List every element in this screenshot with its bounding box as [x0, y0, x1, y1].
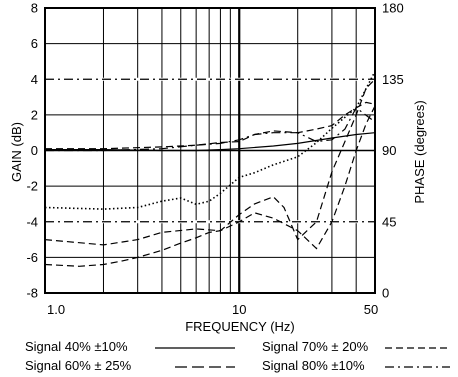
y-axis-label: GAIN (dB) [9, 122, 24, 182]
legend-label: Signal 60% ± 25% [25, 358, 132, 373]
tick-labels: -8 -6 -4 -2 0 2 4 6 8 0 45 90 135 180 1.0 10 50 [26, 1, 403, 318]
y-tick-label: -6 [26, 250, 38, 265]
y2-axis-label: PHASE (degrees) [412, 100, 427, 203]
legend-label: Signal 40% ±10% [25, 339, 128, 354]
y2-tick-label: 180 [382, 1, 404, 16]
y-tick-label: 8 [31, 1, 38, 16]
x-axis-label: FREQUENCY (Hz) [185, 319, 295, 334]
series-line [45, 101, 376, 150]
series-line [45, 132, 376, 152]
y-tick-label: 0 [31, 143, 38, 158]
series-line [44, 70, 376, 210]
y-tick-label: -4 [26, 214, 38, 229]
y2-tick-label: 45 [382, 214, 396, 229]
plot-frame [44, 7, 376, 294]
y2-tick-label: 90 [382, 143, 396, 158]
y2-tick-label: 135 [382, 72, 404, 87]
series-line [45, 106, 376, 152]
y-tick-label: 4 [31, 72, 38, 87]
data-series [44, 70, 376, 267]
x-tick-label: 10 [232, 302, 246, 317]
y2-tick-label: 0 [382, 286, 389, 301]
series-line [44, 105, 376, 267]
y-tick-label: -8 [26, 286, 38, 301]
series-line [44, 78, 376, 246]
x-tick-label: 1.0 [47, 302, 65, 317]
legend: Signal 40% ±10% Signal 70% ± 20% Signal 60… [25, 339, 450, 373]
legend-label: Signal 80% ±10% [262, 358, 365, 373]
y-tick-label: 2 [31, 107, 38, 122]
y-tick-label: 6 [31, 36, 38, 51]
reference-lines [45, 77, 375, 224]
x-tick-label: 50 [364, 302, 378, 317]
legend-label: Signal 70% ± 20% [262, 339, 369, 354]
y-tick-label: -2 [26, 179, 38, 194]
